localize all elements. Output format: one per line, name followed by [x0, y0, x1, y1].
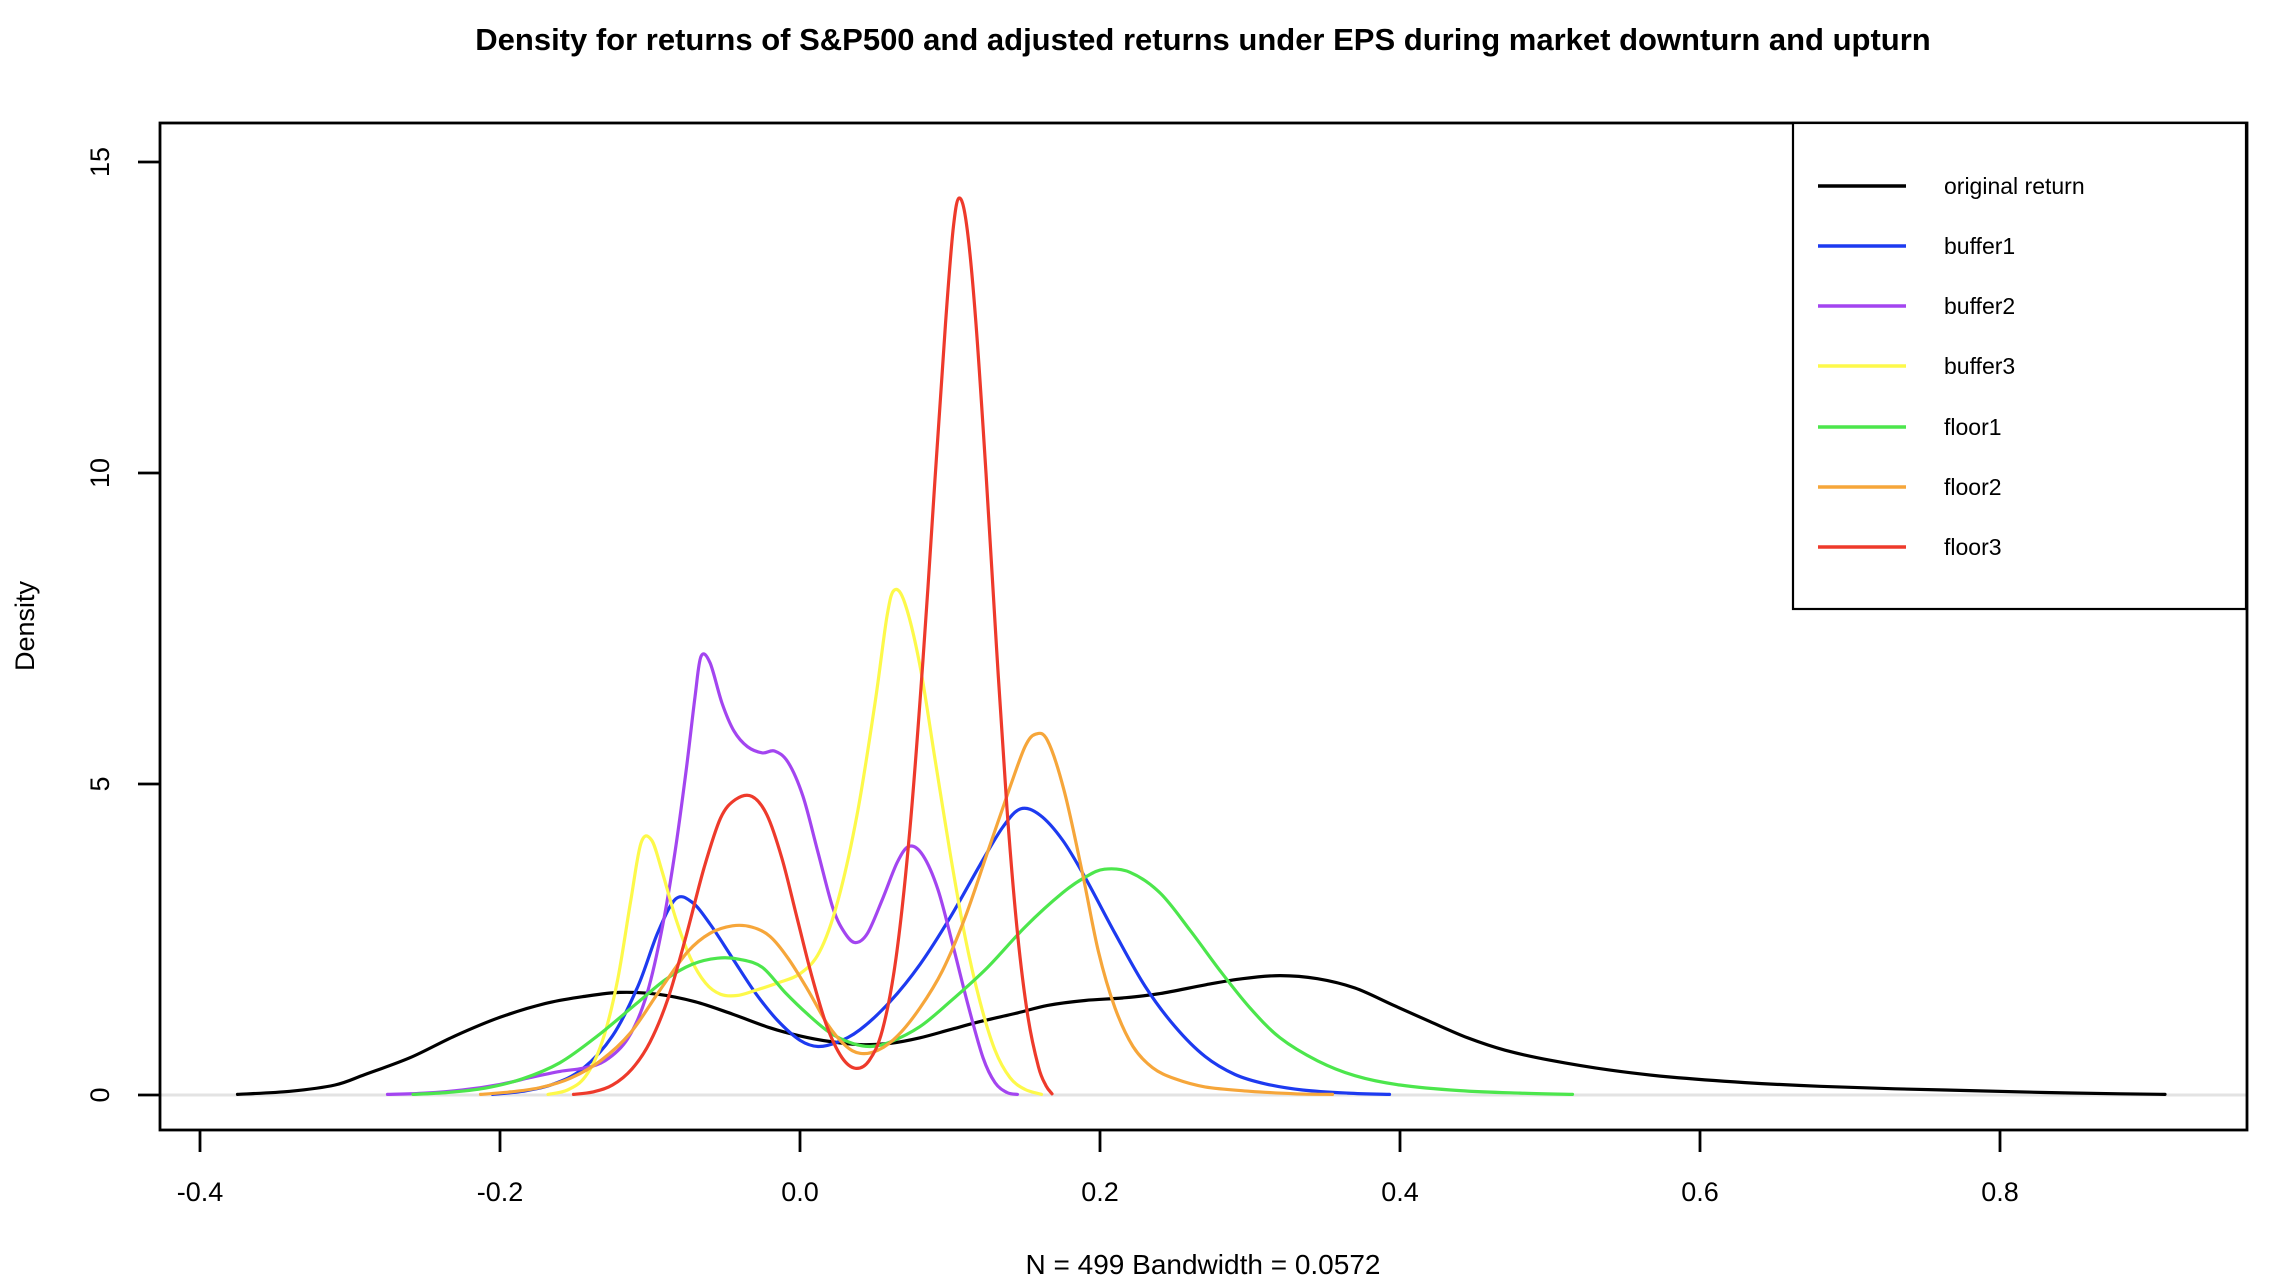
- legend-label-original-return: original return: [1944, 173, 2085, 199]
- y-axis-label: Density: [10, 580, 40, 671]
- x-tick-label: 0.8: [1981, 1177, 2019, 1207]
- y-tick-label: 15: [85, 147, 115, 177]
- curve-buffer1: [490, 806, 1392, 1096]
- curve-original-return: [235, 974, 2167, 1096]
- plot-box: [158, 121, 2249, 1132]
- curve-floor3: [571, 196, 1054, 1096]
- legend: original return buffer1 buffer2 buffer3 floo…: [1791, 121, 2248, 611]
- curve-floor1: [411, 867, 1575, 1096]
- legend-label-buffer1: buffer1: [1944, 233, 2015, 259]
- x-tick-label: 0.0: [781, 1177, 819, 1207]
- x-tick-label: 0.4: [1381, 1177, 1419, 1207]
- legend-label-buffer3: buffer3: [1944, 353, 2015, 379]
- x-axis: -0.4 -0.2 0.0 0.2 0.4 0.6 0.8: [177, 1130, 2019, 1207]
- density-curves: [235, 196, 2167, 1096]
- x-tick-label: 0.2: [1081, 1177, 1119, 1207]
- x-tick-label: 0.6: [1681, 1177, 1719, 1207]
- legend-label-buffer2: buffer2: [1944, 293, 2015, 319]
- y-tick-label: 10: [85, 458, 115, 488]
- y-tick-label: 5: [85, 776, 115, 791]
- y-tick-label: 0: [85, 1087, 115, 1102]
- curve-buffer3: [546, 587, 1044, 1096]
- curve-floor2: [478, 731, 1335, 1096]
- chart-title: Density for returns of S&P500 and adjust…: [475, 22, 1930, 57]
- legend-label-floor1: floor1: [1944, 414, 2002, 440]
- x-tick-label: -0.2: [477, 1177, 524, 1207]
- legend-label-floor2: floor2: [1944, 474, 2002, 500]
- legend-label-floor3: floor3: [1944, 534, 2002, 560]
- y-axis: 0 5 10 15: [85, 147, 160, 1103]
- x-axis-label: N = 499 Bandwidth = 0.0572: [1026, 1249, 1381, 1280]
- x-tick-label: -0.4: [177, 1177, 224, 1207]
